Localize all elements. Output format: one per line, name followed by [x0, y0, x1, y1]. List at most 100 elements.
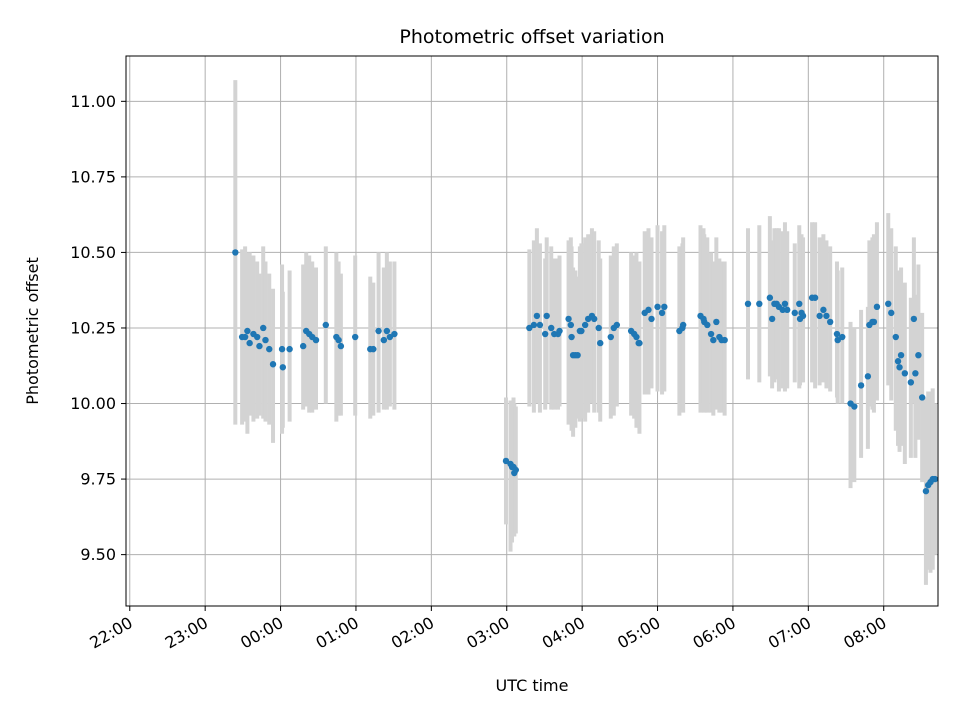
data-point: [266, 345, 273, 353]
data-point: [648, 315, 655, 323]
data-point: [578, 327, 585, 335]
data-point: [613, 321, 621, 329]
data-point: [312, 336, 320, 344]
data-point: [897, 351, 905, 359]
data-point: [834, 336, 841, 344]
error-bars: [233, 80, 937, 585]
data-point: [386, 333, 394, 341]
data-point: [768, 315, 776, 323]
y-tick-label: 10.75: [70, 167, 116, 186]
data-point: [892, 333, 899, 341]
data-point: [888, 309, 895, 317]
data-point: [857, 382, 865, 389]
data-point: [607, 333, 614, 341]
x-tick-label: 08:00: [840, 613, 889, 653]
data-point: [781, 300, 789, 308]
y-tick-label: 9.50: [80, 545, 116, 564]
x-tick-label: 00:00: [237, 613, 286, 653]
data-point: [910, 315, 918, 323]
data-point: [721, 336, 728, 344]
data-point: [597, 339, 604, 347]
data-point: [278, 345, 286, 353]
data-point: [502, 457, 510, 465]
data-point: [335, 336, 342, 344]
data-point: [791, 309, 798, 317]
data-point: [337, 342, 345, 350]
data-point: [661, 303, 668, 311]
data-point: [262, 336, 269, 344]
y-tick-label: 9.75: [80, 470, 116, 489]
data-point: [658, 309, 666, 317]
data-point: [548, 324, 555, 332]
x-tick-label: 06:00: [689, 613, 738, 653]
data-point: [707, 330, 715, 338]
data-point: [391, 330, 398, 338]
data-point: [595, 324, 602, 332]
data-point: [896, 364, 903, 371]
data-point: [839, 333, 846, 341]
data-point: [912, 370, 919, 377]
plot-frame: [125, 55, 939, 607]
data-point: [556, 327, 563, 335]
data-point: [567, 321, 575, 329]
data-point: [286, 345, 293, 353]
data-point: [645, 306, 652, 314]
data-point: [811, 294, 819, 301]
data-point: [543, 312, 550, 320]
y-tick-label: 10.50: [70, 243, 116, 262]
x-tick-label: 05:00: [614, 613, 663, 653]
data-point: [796, 300, 803, 308]
data-point: [375, 327, 382, 335]
data-point: [907, 379, 915, 386]
data-point: [823, 312, 830, 320]
data-point: [568, 333, 575, 341]
data-point: [232, 249, 239, 256]
data-point: [246, 339, 253, 347]
data-point: [931, 475, 939, 483]
data-point: [636, 339, 643, 347]
data-point: [918, 394, 926, 401]
data-point: [864, 373, 872, 380]
data-point: [591, 315, 598, 323]
data-point: [766, 294, 774, 301]
data-point: [253, 333, 261, 341]
data-point: [260, 324, 267, 332]
y-tick-label: 10.25: [70, 318, 116, 337]
data-point: [279, 364, 287, 371]
data-point: [512, 466, 519, 474]
data-point: [654, 303, 661, 311]
data-point: [533, 312, 541, 320]
data-point: [256, 342, 263, 350]
y-tick-label: 11.00: [70, 92, 116, 111]
data-point: [713, 318, 720, 326]
data-point: [851, 403, 858, 410]
data-point: [633, 333, 640, 341]
x-tick-label: 01:00: [313, 613, 362, 653]
data-point: [383, 327, 391, 335]
x-tick-label: 07:00: [765, 613, 814, 653]
data-point: [574, 351, 581, 359]
data-point: [894, 358, 902, 365]
data-point: [799, 312, 807, 320]
data-points: [232, 249, 939, 495]
data-point: [530, 321, 538, 329]
data-point: [241, 333, 249, 341]
data-point: [322, 321, 329, 329]
data-point: [744, 300, 752, 308]
data-point: [679, 321, 687, 329]
chart-title: Photometric offset variation: [399, 26, 664, 48]
data-point: [299, 342, 307, 350]
data-point: [541, 330, 549, 338]
data-point: [779, 306, 786, 314]
data-point: [244, 327, 251, 335]
data-point: [536, 321, 544, 329]
data-point: [922, 487, 930, 495]
x-ticks: 22:00 23:00 00:00 01:00 02:00 03:00 04:00 05:00…: [86, 606, 890, 653]
data-point: [351, 333, 359, 341]
y-axis-title: Photometric offset: [23, 257, 42, 405]
x-tick-label: 23:00: [162, 613, 211, 653]
y-ticks: 9.50 9.75 10.00 10.25 10.50 10.75 11.00: [70, 92, 126, 564]
data-point: [833, 330, 841, 338]
data-point: [710, 336, 717, 344]
